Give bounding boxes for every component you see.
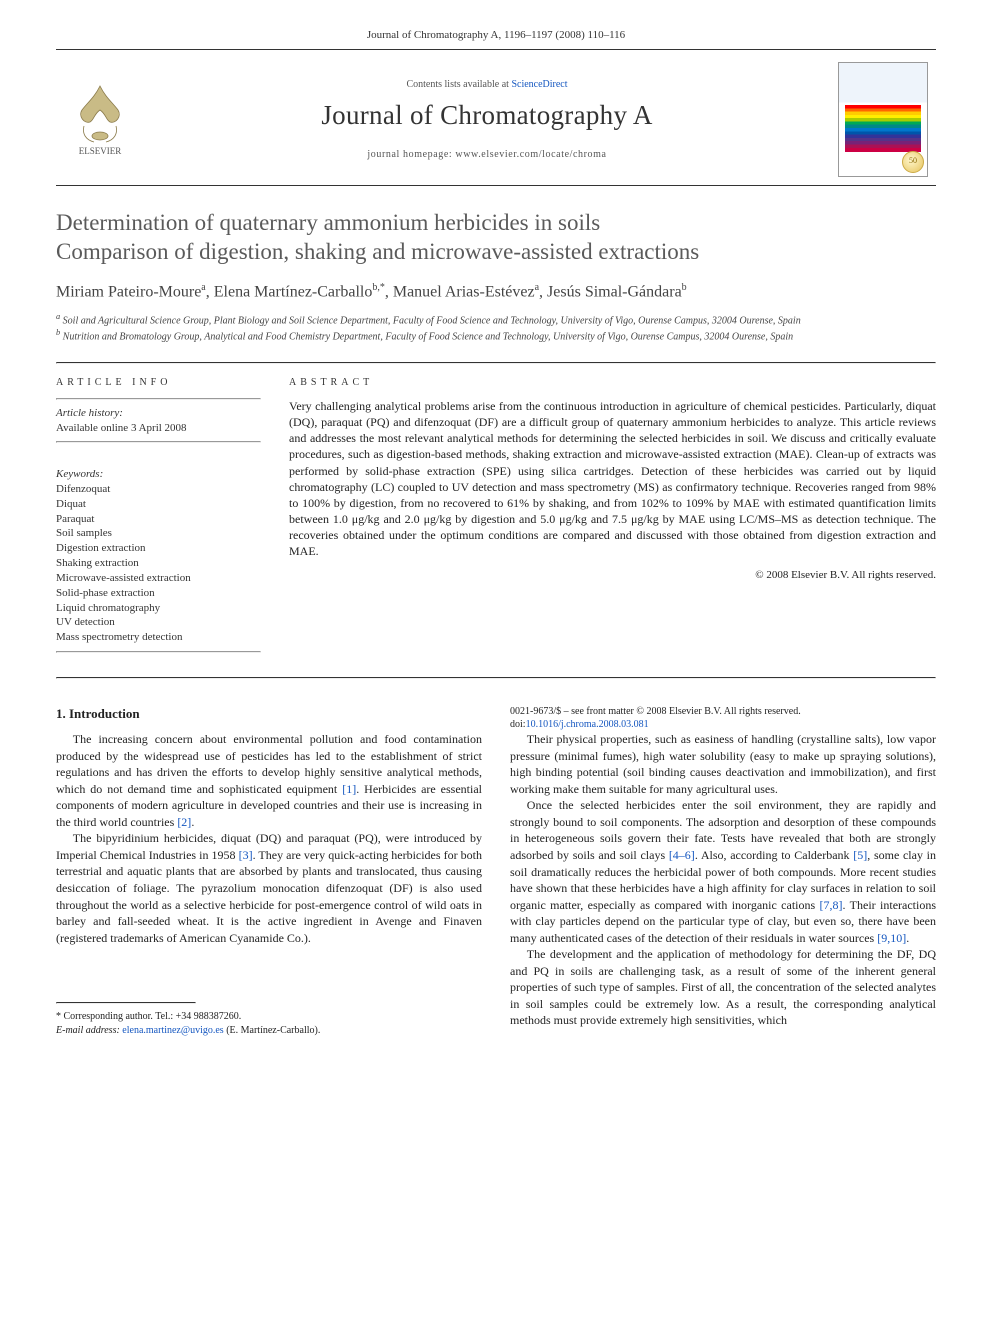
keyword-item: Microwave-assisted extraction xyxy=(56,571,261,586)
keyword-item: Difenzoquat xyxy=(56,482,261,497)
authors: Miriam Pateiro-Mourea, Elena Martínez-Ca… xyxy=(56,281,936,303)
keywords-label: Keywords: xyxy=(56,467,261,482)
citation-link[interactable]: [2] xyxy=(177,815,191,829)
homepage-line: journal homepage: www.elsevier.com/locat… xyxy=(148,148,826,162)
keyword-item: Liquid chromatography xyxy=(56,601,261,616)
footnotes: * Corresponding author. Tel.: +34 988387… xyxy=(56,1010,482,1037)
front-matter-line: 0021-9673/$ – see front matter © 2008 El… xyxy=(510,705,936,718)
body-two-column: 1. Introduction The increasing concern a… xyxy=(56,705,936,1038)
article-info-column: ARTICLE INFO Article history: Available … xyxy=(56,376,261,659)
footnote-rule xyxy=(56,1002,196,1004)
rule-below-abstract xyxy=(56,677,936,679)
affiliation-b: Nutrition and Bromatology Group, Analyti… xyxy=(63,332,793,343)
running-head: Journal of Chromatography A, 1196–1197 (… xyxy=(56,28,936,43)
abstract-text: Very challenging analytical problems ari… xyxy=(289,398,936,560)
abstract-heading: ABSTRACT xyxy=(289,376,936,390)
anniversary-badge: 50 xyxy=(902,151,924,173)
info-rule-3 xyxy=(56,651,261,653)
title-block: Determination of quaternary ammonium her… xyxy=(56,208,936,344)
sciencedirect-link[interactable]: ScienceDirect xyxy=(511,79,567,90)
masthead-center: Contents lists available at ScienceDirec… xyxy=(148,78,826,161)
title-line-2: Comparison of digestion, shaking and mic… xyxy=(56,239,699,264)
citation-link[interactable]: [4–6] xyxy=(669,848,695,862)
elsevier-logo: ELSEVIER xyxy=(64,80,136,158)
doi-block: 0021-9673/$ – see front matter © 2008 El… xyxy=(510,705,936,731)
affiliations: a Soil and Agricultural Science Group, P… xyxy=(56,311,936,345)
body-p2: The bipyridinium herbicides, diquat (DQ)… xyxy=(56,830,482,946)
email-label: E-mail address: xyxy=(56,1025,120,1036)
journal-name: Journal of Chromatography A xyxy=(148,97,826,133)
masthead: ELSEVIER Contents lists available at Sci… xyxy=(56,56,936,179)
keyword-item: UV detection xyxy=(56,615,261,630)
citation-link[interactable]: [3] xyxy=(239,848,253,862)
contents-prefix: Contents lists available at xyxy=(406,79,511,90)
email-suffix: (E. Martínez-Carballo). xyxy=(226,1025,320,1036)
doi-label: doi: xyxy=(510,719,526,730)
body-p1: The increasing concern about environment… xyxy=(56,731,482,830)
keyword-item: Soil samples xyxy=(56,526,261,541)
keywords-list: DifenzoquatDiquatParaquatSoil samplesDig… xyxy=(56,482,261,645)
info-rule-1 xyxy=(56,398,261,400)
affiliation-a: Soil and Agricultural Science Group, Pla… xyxy=(63,315,801,326)
keyword-item: Solid-phase extraction xyxy=(56,586,261,601)
doi-link[interactable]: 10.1016/j.chroma.2008.03.081 xyxy=(526,719,649,730)
keyword-item: Digestion extraction xyxy=(56,541,261,556)
history-value: Available online 3 April 2008 xyxy=(56,421,261,436)
body-p4: Once the selected herbicides enter the s… xyxy=(510,797,936,946)
corresponding-author-note: Corresponding author. Tel.: +34 98838726… xyxy=(64,1011,242,1022)
citation-link[interactable]: [1] xyxy=(342,782,356,796)
keyword-item: Paraquat xyxy=(56,512,261,527)
citation-link[interactable]: [9,10] xyxy=(877,931,906,945)
abstract-column: ABSTRACT Very challenging analytical pro… xyxy=(289,376,936,659)
history-label: Article history: xyxy=(56,406,261,421)
corresponding-email-link[interactable]: elena.martinez@uvigo.es xyxy=(122,1025,223,1036)
journal-cover-thumbnail: 50 xyxy=(838,62,928,177)
title-line-1: Determination of quaternary ammonium her… xyxy=(56,210,600,235)
body-p3: Their physical properties, such as easin… xyxy=(510,731,936,797)
abstract-copyright: © 2008 Elsevier B.V. All rights reserved… xyxy=(289,568,936,583)
article-info-heading: ARTICLE INFO xyxy=(56,376,261,390)
elsevier-wordmark: ELSEVIER xyxy=(79,146,122,156)
rule-under-masthead xyxy=(56,185,936,186)
body-p5: The development and the application of m… xyxy=(510,946,936,1029)
citation-link[interactable]: [7,8] xyxy=(820,898,843,912)
article-title: Determination of quaternary ammonium her… xyxy=(56,208,936,267)
rule-above-abstract xyxy=(56,362,936,364)
rule-top xyxy=(56,49,936,50)
keyword-item: Mass spectrometry detection xyxy=(56,630,261,645)
keyword-item: Shaking extraction xyxy=(56,556,261,571)
info-rule-2 xyxy=(56,441,261,443)
section-heading-intro: 1. Introduction xyxy=(56,705,482,723)
keyword-item: Diquat xyxy=(56,497,261,512)
citation-link[interactable]: [5] xyxy=(853,848,867,862)
contents-line: Contents lists available at ScienceDirec… xyxy=(148,78,826,92)
